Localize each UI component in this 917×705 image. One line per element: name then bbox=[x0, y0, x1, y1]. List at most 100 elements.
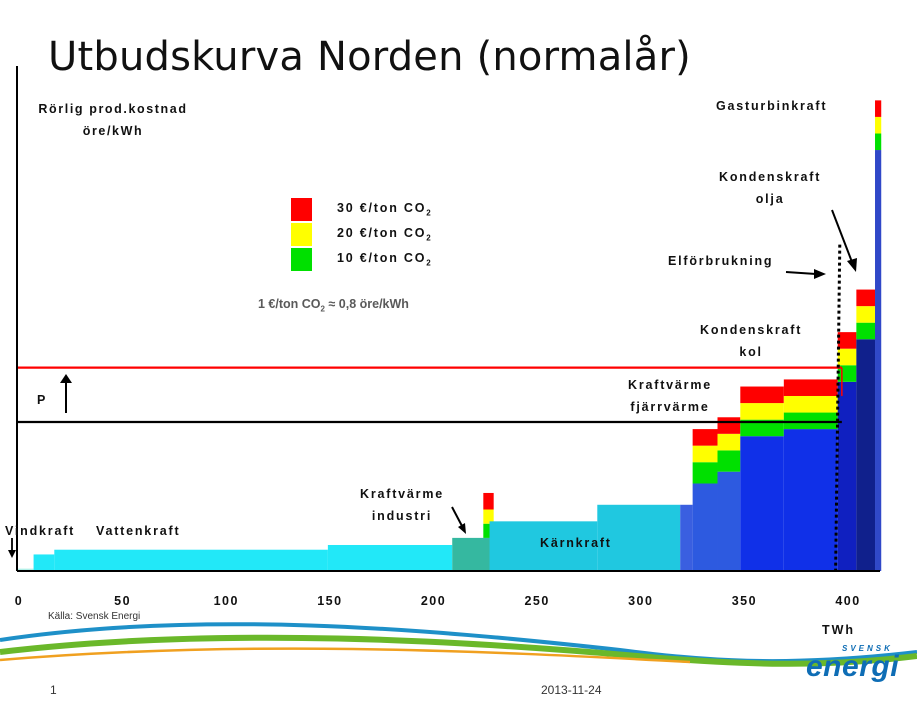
kondens-olja-arrow-shaft bbox=[831, 209, 853, 263]
conversion-note: 1 €/ton CO2 ≈ 0,8 öre/kWh bbox=[258, 297, 409, 314]
bar-segment-9 bbox=[692, 483, 718, 571]
co2-band-12-0 bbox=[783, 412, 838, 430]
slide-title: Utbudskurva Norden (normalår) bbox=[48, 34, 691, 80]
co2-band-9-1 bbox=[692, 445, 718, 463]
legend-sub-10: 2 bbox=[426, 258, 433, 268]
co2-band-14-0 bbox=[856, 322, 876, 340]
bar-segment-5 bbox=[483, 537, 494, 571]
page-number: 1 bbox=[50, 683, 57, 697]
label-gasturbinkraft: Gasturbinkraft bbox=[716, 99, 828, 113]
co2-band-15-0 bbox=[875, 133, 882, 151]
co2-band-5-1 bbox=[483, 509, 494, 524]
legend-swatch-green bbox=[291, 248, 312, 271]
bar-segment-6 bbox=[489, 521, 598, 571]
x-tick-label-300: 300 bbox=[628, 594, 654, 608]
vindkraft-arrow-head bbox=[8, 550, 16, 558]
x-tick-label-200: 200 bbox=[420, 594, 447, 608]
bar-segment-12 bbox=[783, 429, 838, 571]
bar-segment-8 bbox=[680, 504, 693, 571]
logo-energi: energi bbox=[806, 650, 900, 683]
elforbrukning-arrow-shaft bbox=[785, 271, 817, 275]
bar-segment-2 bbox=[54, 549, 328, 571]
label-vindkraft: Vindkraft bbox=[5, 524, 76, 538]
label-kondens-olja-line2: olja bbox=[755, 192, 785, 206]
bar-segment-15 bbox=[875, 150, 882, 571]
label-kondens-olja-line1: Kondenskraft bbox=[719, 170, 822, 184]
co2-band-10-1 bbox=[717, 433, 741, 451]
label-p: P bbox=[37, 393, 48, 407]
y-axis-label-line2: öre/kWh bbox=[82, 124, 144, 138]
x-tick-label-100: 100 bbox=[213, 594, 239, 608]
bar-segment-3 bbox=[327, 544, 453, 571]
slide-date: 2013-11-24 bbox=[541, 683, 602, 697]
legend-sub-30: 2 bbox=[426, 208, 433, 218]
label-kondens-kol-line2: kol bbox=[739, 345, 763, 359]
x-tick-label-250: 250 bbox=[524, 594, 550, 608]
label-kondens-kol-line1: Kondenskraft bbox=[700, 323, 803, 337]
x-tick-label-350: 350 bbox=[731, 594, 758, 608]
co2-band-11-0 bbox=[740, 419, 784, 437]
label-kv-ind-line2: industri bbox=[371, 509, 433, 523]
co2-band-5-0 bbox=[483, 523, 494, 538]
label-kondenskraft-kol: Kondenskraft kol bbox=[700, 319, 802, 363]
label-kraftvarme-fjarrvarme: Kraftvärme fjärrvärme bbox=[628, 374, 712, 418]
source-note: Källa: Svensk Energi bbox=[48, 611, 141, 622]
conversion-a: 1 €/ton CO bbox=[258, 297, 321, 311]
co2-band-15-2 bbox=[875, 100, 882, 117]
co2-band-13-2 bbox=[837, 332, 857, 349]
co2-band-9-0 bbox=[692, 462, 718, 484]
bar-segment-1 bbox=[33, 554, 55, 571]
legend-label-30: 30 €/ton CO bbox=[337, 201, 427, 215]
label-kondenskraft-olja: Kondenskraft olja bbox=[719, 166, 821, 210]
co2-band-12-2 bbox=[783, 379, 838, 396]
legend-swatch-red bbox=[291, 198, 312, 221]
legend-sub-20: 2 bbox=[426, 233, 433, 243]
co2-band-13-1 bbox=[837, 348, 857, 366]
label-kv-fjarr-line1: Kraftvärme bbox=[628, 378, 713, 392]
y-axis-label: Rörlig prod.kostnad öre/kWh bbox=[28, 98, 198, 142]
bar-segment-7 bbox=[597, 504, 681, 571]
legend-label-20: 20 €/ton CO bbox=[337, 226, 427, 240]
label-kv-fjarr-line2: fjärrvärme bbox=[630, 400, 710, 414]
label-kv-ind-line1: Kraftvärme bbox=[360, 487, 445, 501]
kv-industri-arrow-shaft bbox=[451, 506, 463, 527]
bar-segment-0 bbox=[17, 568, 34, 571]
co2-band-9-2 bbox=[692, 429, 718, 446]
bar-segment-13 bbox=[837, 381, 857, 571]
y-axis-label-line1: Rörlig prod.kostnad bbox=[38, 102, 188, 116]
co2-band-15-1 bbox=[875, 116, 882, 134]
co2-band-14-1 bbox=[856, 306, 876, 323]
label-kraftvarme-industri: Kraftvärme industri bbox=[360, 483, 444, 527]
demand-line bbox=[834, 244, 842, 572]
co2-band-12-1 bbox=[783, 395, 838, 413]
elforbrukning-arrow-head bbox=[814, 269, 826, 279]
co2-band-11-2 bbox=[740, 386, 784, 404]
x-tick-label-400: 400 bbox=[835, 594, 861, 608]
kv-industri-arrow-head bbox=[458, 523, 466, 534]
legend-label-10: 10 €/ton CO bbox=[337, 251, 427, 265]
p-arrow-head bbox=[60, 374, 72, 383]
x-tick-label-50: 50 bbox=[114, 594, 132, 608]
co2-band-10-2 bbox=[717, 417, 741, 434]
bar-segment-14 bbox=[856, 339, 876, 571]
label-karnkraft: Kärnkraft bbox=[540, 536, 612, 550]
swoosh-green bbox=[0, 634, 917, 667]
logo-small-text: SVENSK bbox=[842, 644, 893, 653]
co2-band-10-0 bbox=[717, 450, 741, 472]
co2-band-5-2 bbox=[483, 492, 494, 510]
conversion-b: ≈ 0,8 öre/kWh bbox=[324, 297, 409, 311]
conversion-sub: 2 bbox=[320, 304, 325, 314]
swoosh-orange bbox=[0, 647, 691, 664]
x-axis-unit: TWh bbox=[822, 623, 856, 637]
co2-band-11-1 bbox=[740, 403, 784, 420]
kondens-olja-arrow-head bbox=[847, 258, 857, 272]
legend-swatch-yellow bbox=[291, 223, 312, 246]
x-tick-label-0: 0 bbox=[14, 594, 24, 608]
x-tick-label-150: 150 bbox=[317, 594, 343, 608]
bar-segment-10 bbox=[717, 471, 741, 571]
co2-band-14-2 bbox=[856, 289, 876, 307]
bar-segment-11 bbox=[740, 436, 784, 571]
label-vattenkraft: Vattenkraft bbox=[96, 524, 181, 538]
label-elforbrukning: Elförbrukning bbox=[668, 254, 774, 268]
